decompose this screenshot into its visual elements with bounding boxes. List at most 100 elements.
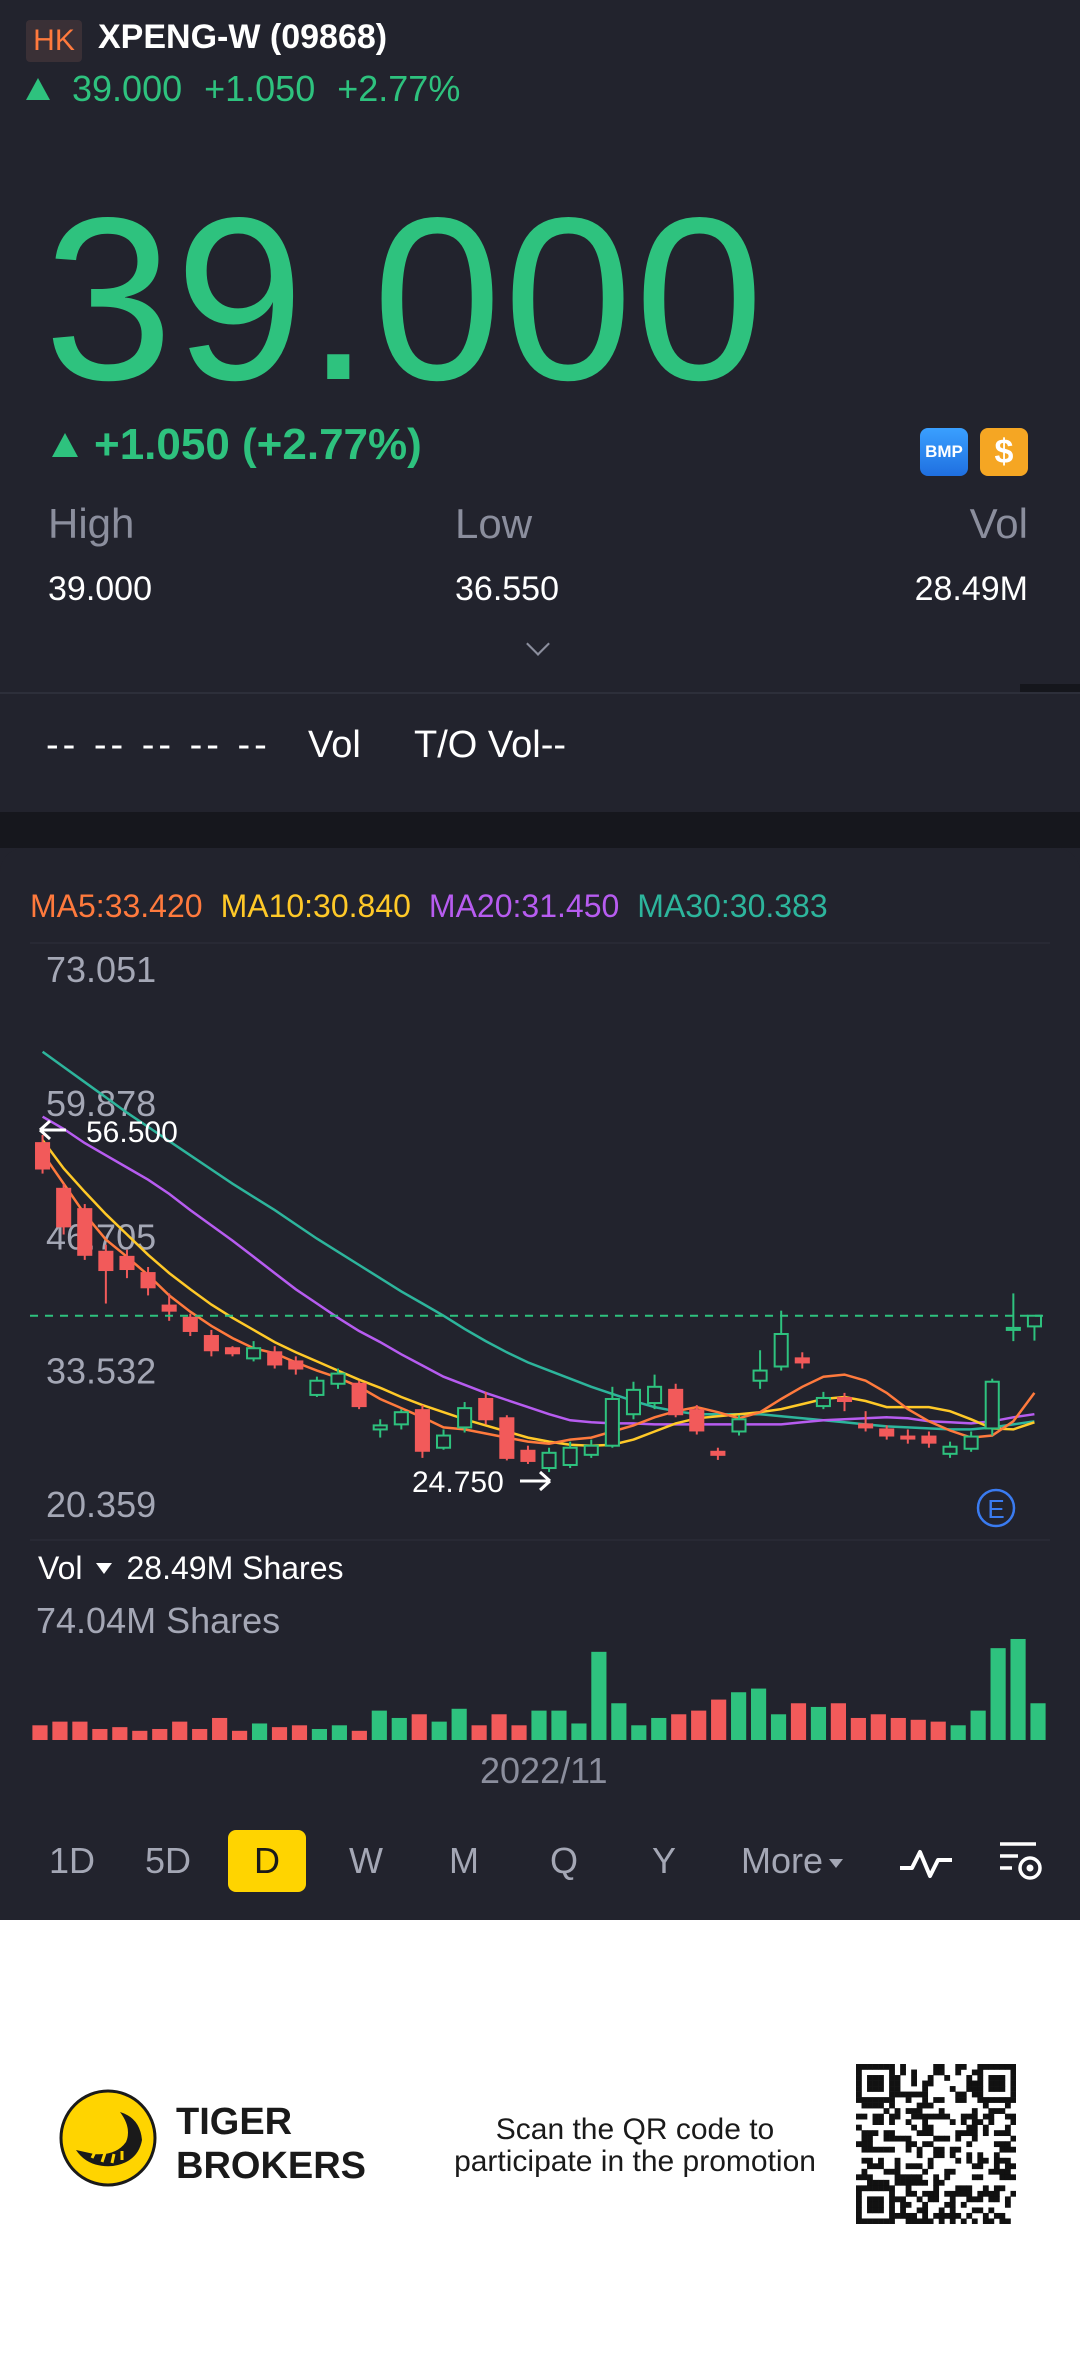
qr-module: [889, 2190, 895, 2197]
volume-bar: [830, 1703, 846, 1740]
period-1d[interactable]: 1D: [48, 1840, 96, 1881]
qr-module: [1010, 2097, 1016, 2103]
qr-module: [927, 2130, 934, 2137]
qr-module: [872, 2080, 879, 2087]
qr-module: [927, 2102, 934, 2109]
qr-module: [993, 2196, 1000, 2203]
promo-line-1: Scan the QR code to: [495, 2113, 775, 2146]
qr-module: [916, 2163, 923, 2170]
qr-module: [977, 2064, 984, 2070]
qr-module: [922, 2086, 929, 2092]
candle-body: [1005, 1326, 1021, 1331]
qr-module: [955, 2146, 962, 2153]
chart-card[interactable]: MA5:33.420 MA10:30.840 MA20:31.450 MA30:…: [0, 848, 1080, 1920]
qr-module: [955, 2130, 962, 2137]
qr-module: [982, 2124, 989, 2131]
qr-module: [938, 2108, 945, 2114]
qr-module: [861, 2097, 868, 2103]
qr-module: [889, 2119, 895, 2125]
qr-module: [911, 2218, 917, 2224]
candle-body: [224, 1347, 241, 1355]
qr-module: [872, 2196, 879, 2203]
qr-module: [988, 2207, 995, 2214]
volume-bar: [750, 1688, 767, 1740]
volume-bar: [731, 1692, 747, 1740]
qr-module: [878, 2119, 884, 2125]
qr-module: [1010, 2174, 1016, 2181]
period-more[interactable]: More: [730, 1830, 854, 1892]
qr-module: [894, 2168, 901, 2175]
volume-bar: [651, 1717, 667, 1740]
qr-module: [894, 2212, 901, 2219]
candle: [288, 1356, 304, 1375]
qr-module: [971, 2124, 978, 2131]
qr-module: [938, 2146, 945, 2153]
qr-module: [872, 2119, 879, 2125]
qr-module: [1004, 2218, 1011, 2224]
qr-module: [977, 2097, 984, 2103]
qr-module: [993, 2141, 1000, 2148]
qr-code[interactable]: [856, 2064, 1016, 2224]
chart-settings-icon[interactable]: [996, 1836, 1046, 1886]
qr-module: [922, 2141, 929, 2148]
candle-body: [393, 1411, 409, 1426]
vol-label: Vol: [969, 500, 1028, 547]
candle: [731, 1415, 747, 1436]
qr-module: [878, 2086, 884, 2092]
candle: [98, 1244, 114, 1304]
qr-module: [938, 2212, 945, 2219]
qr-module: [971, 2135, 978, 2142]
period-q[interactable]: Q: [549, 1840, 578, 1881]
qr-module: [938, 2179, 945, 2186]
candle: [351, 1380, 367, 1410]
price-change-text: +1.050 (+2.77%): [94, 420, 422, 469]
earnings-event-icon[interactable]: E: [976, 1488, 1016, 1528]
qr-module: [916, 2146, 923, 2153]
volume-header[interactable]: Vol 28.49M Shares: [38, 1550, 344, 1587]
dollar-badge-icon[interactable]: $: [980, 428, 1028, 476]
volume-bar: [431, 1721, 447, 1740]
indicator-wave-icon[interactable]: [896, 1838, 956, 1884]
period-w[interactable]: W: [349, 1840, 383, 1881]
qr-module: [867, 2141, 873, 2148]
candle: [1026, 1314, 1042, 1341]
candle-body: [921, 1435, 937, 1444]
volume-bar: [551, 1710, 567, 1740]
qr-module: [999, 2075, 1006, 2081]
qr-module: [856, 2190, 862, 2197]
qr-module: [900, 2196, 906, 2203]
candle: [963, 1431, 979, 1452]
candle: [921, 1431, 937, 1448]
volume-bar: [331, 1725, 347, 1740]
qr-module: [944, 2174, 951, 2181]
qr-module: [982, 2097, 989, 2103]
qr-module: [933, 2097, 940, 2103]
qr-module: [927, 2124, 934, 2131]
volume-bar: [72, 1721, 88, 1740]
candle-body: [35, 1142, 51, 1170]
qr-module: [889, 2069, 895, 2076]
qr-module: [933, 2113, 940, 2120]
period-5d[interactable]: 5D: [144, 1840, 192, 1881]
volume-bar: [571, 1723, 587, 1740]
qr-module: [988, 2075, 995, 2081]
stock-title[interactable]: XPENG-W (09868): [98, 18, 388, 56]
qr-module: [938, 2135, 945, 2142]
qr-module: [900, 2179, 906, 2186]
bmp-badge-icon[interactable]: BMP: [920, 428, 968, 476]
qr-module: [878, 2075, 884, 2081]
mini-change: +1.050: [204, 68, 316, 109]
candle-body: [288, 1360, 304, 1370]
qr-module: [971, 2218, 978, 2224]
period-m[interactable]: M: [449, 1840, 479, 1881]
period-y[interactable]: Y: [651, 1840, 676, 1881]
low-annotation: 24.750: [412, 1466, 552, 1499]
volume-bar: [691, 1710, 707, 1740]
qr-module: [878, 2157, 884, 2164]
period-d[interactable]: D: [228, 1830, 306, 1892]
high-annotation: 56.500: [38, 1116, 178, 1149]
last-price: 39.000: [44, 170, 766, 429]
candle-body: [647, 1385, 663, 1405]
qr-module: [977, 2152, 984, 2159]
